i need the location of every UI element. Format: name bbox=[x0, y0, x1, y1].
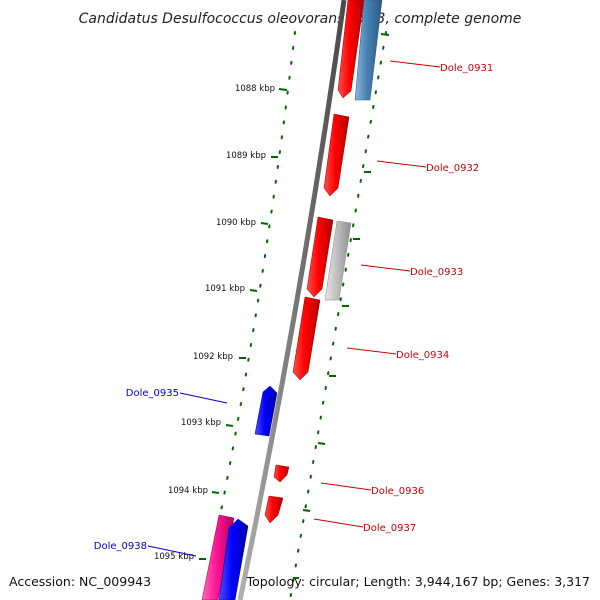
gene-label-dole-0931[interactable]: Dole_0931 bbox=[440, 63, 493, 74]
gene-dole-0935[interactable] bbox=[254, 385, 278, 437]
tick-label: 1090 kbp bbox=[216, 218, 256, 228]
outer-tick bbox=[380, 33, 390, 36]
gene-dole-0931[interactable] bbox=[337, 0, 365, 99]
tick-label: 1094 kbp bbox=[168, 486, 208, 496]
gene-dole-0938[interactable] bbox=[218, 518, 249, 600]
gene-label-dole-0937[interactable]: Dole_0937 bbox=[363, 523, 416, 534]
tick-label: 1093 kbp bbox=[181, 418, 221, 428]
gene-dole-0932[interactable] bbox=[323, 113, 350, 197]
label-connectors bbox=[147, 60, 441, 557]
connector-dole-0933 bbox=[360, 264, 411, 272]
genome-backbone bbox=[237, 0, 347, 600]
connector-dole-0936 bbox=[320, 482, 372, 491]
other-genes bbox=[201, 0, 383, 600]
connector-dole-0937 bbox=[313, 518, 364, 528]
gene-label-dole-0933[interactable]: Dole_0933 bbox=[410, 267, 463, 278]
connector-dole-0935 bbox=[179, 392, 228, 404]
inner-tick bbox=[211, 491, 220, 494]
inner-tick bbox=[260, 222, 269, 225]
gene-dole-0937[interactable] bbox=[264, 495, 284, 524]
accession-text: Accession: NC_009943 bbox=[9, 574, 151, 589]
inner-tick bbox=[278, 88, 288, 91]
genome-summary-text: Topology: circular; Length: 3,944,167 bp… bbox=[246, 574, 590, 589]
gene-gray[interactable] bbox=[324, 220, 352, 301]
tick-label: 1089 kbp bbox=[226, 151, 266, 161]
inner-ring-ticks bbox=[199, 88, 288, 560]
tick-label: 1095 kbp bbox=[154, 552, 194, 562]
gene-dole-0936[interactable] bbox=[273, 464, 290, 483]
gene-dole-0933[interactable] bbox=[306, 216, 334, 298]
tick-label: 1088 kbp bbox=[235, 84, 275, 94]
outer-ring-ticks bbox=[293, 33, 390, 579]
inner-tick bbox=[225, 424, 234, 427]
forward-strand-genes bbox=[264, 0, 365, 524]
tick-label: 1091 kbp bbox=[205, 284, 245, 294]
inner-tick bbox=[249, 289, 258, 292]
gene-label-dole-0938[interactable]: Dole_0938 bbox=[94, 541, 147, 552]
gene-label-dole-0936[interactable]: Dole_0936 bbox=[371, 486, 424, 497]
gene-labels: Dole_0931 Dole_0932 Dole_0933 Dole_0934 … bbox=[94, 63, 493, 552]
map-title: Candidatus Desulfococcus oleovorans Hxd3… bbox=[79, 11, 522, 27]
gene-label-dole-0932[interactable]: Dole_0932 bbox=[426, 163, 479, 174]
gene-pink[interactable] bbox=[201, 514, 235, 600]
outer-tick bbox=[302, 509, 311, 512]
tick-labels: 1088 kbp 1089 kbp 1090 kbp 1091 kbp 1092… bbox=[154, 84, 275, 562]
connector-dole-0938 bbox=[147, 545, 197, 557]
gene-dole-0934[interactable] bbox=[292, 296, 321, 381]
gene-steel-blue[interactable] bbox=[354, 0, 383, 101]
inner-dotted-ring bbox=[202, 31, 296, 600]
connector-dole-0931 bbox=[389, 60, 441, 68]
connector-dole-0934 bbox=[346, 347, 397, 355]
connector-dole-0932 bbox=[376, 160, 427, 168]
outer-tick bbox=[317, 442, 326, 445]
gene-label-dole-0934[interactable]: Dole_0934 bbox=[396, 350, 449, 361]
tick-label: 1092 kbp bbox=[193, 352, 233, 362]
gene-label-dole-0935[interactable]: Dole_0935 bbox=[126, 388, 179, 399]
